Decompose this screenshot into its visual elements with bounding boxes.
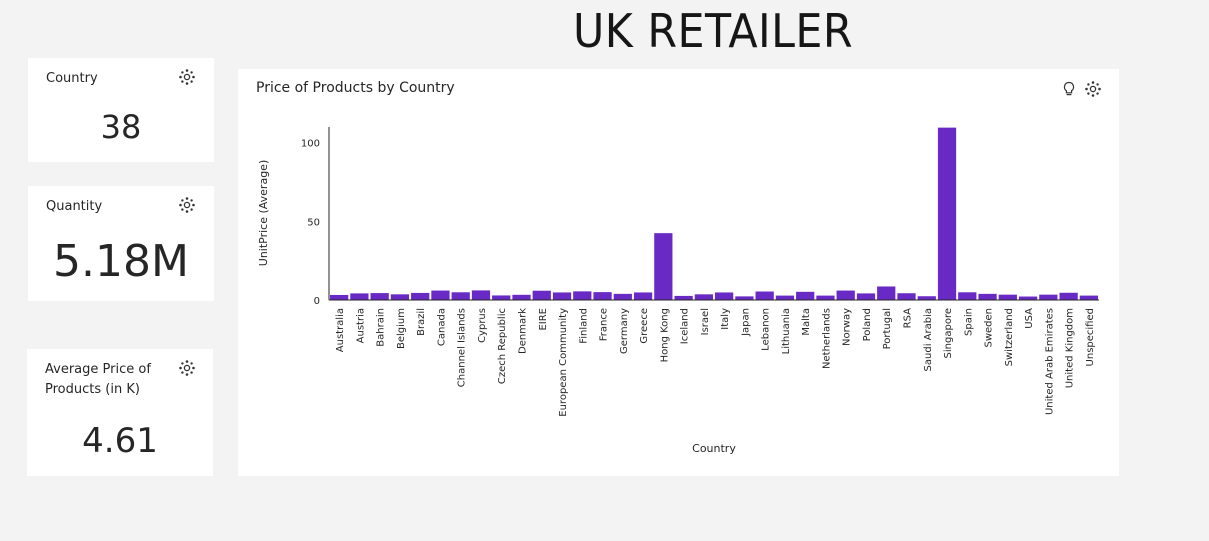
x-tick-label: Iceland bbox=[680, 308, 691, 344]
y-tick-label: 50 bbox=[307, 217, 320, 228]
x-tick-label: Belgium bbox=[396, 308, 407, 349]
x-tick-label: Italy bbox=[720, 308, 731, 330]
chart-card: Price of Products by Country UnitPrice (… bbox=[238, 69, 1119, 476]
bar[interactable] bbox=[471, 290, 491, 300]
bar[interactable] bbox=[654, 233, 673, 300]
kpi-card-country: Country 38 bbox=[28, 58, 214, 162]
bar[interactable] bbox=[1018, 296, 1038, 300]
y-tick-label: 0 bbox=[314, 296, 320, 307]
kpi-card-average-price: Average Price of Products (in K) 4.61 bbox=[27, 349, 213, 476]
x-tick-label: Australia bbox=[335, 308, 346, 352]
kpi-card-quantity: Quantity 5.18M bbox=[28, 186, 214, 301]
kpi-value-quantity: 5.18M bbox=[53, 236, 189, 287]
bar[interactable] bbox=[532, 290, 551, 300]
x-tick-label: United Arab Emirates bbox=[1044, 308, 1055, 415]
x-tick-label: Hong Kong bbox=[659, 308, 670, 362]
x-tick-label: Unspecified bbox=[1085, 308, 1096, 366]
y-tick-label: 100 bbox=[301, 139, 320, 150]
x-tick-label: Brazil bbox=[416, 308, 427, 336]
bar[interactable] bbox=[552, 292, 572, 300]
kpi-label-country: Country bbox=[46, 71, 98, 86]
x-tick-label: USA bbox=[1024, 308, 1035, 329]
bar[interactable] bbox=[998, 294, 1017, 300]
x-tick-label: Germany bbox=[619, 308, 630, 354]
gear-icon[interactable] bbox=[178, 196, 196, 214]
x-tick-label: Canada bbox=[436, 308, 447, 346]
bar[interactable] bbox=[755, 291, 774, 300]
x-tick-label: Singapore bbox=[943, 308, 954, 358]
x-tick-label: Norway bbox=[842, 308, 853, 346]
x-tick-label: Austria bbox=[355, 308, 366, 343]
kpi-value-average-price: 4.61 bbox=[82, 421, 158, 461]
kpi-label-average-price: Average Price of Products (in K) bbox=[45, 362, 151, 397]
x-tick-label: France bbox=[599, 308, 610, 341]
x-tick-label: Bahrain bbox=[376, 308, 387, 347]
bar[interactable] bbox=[330, 294, 349, 300]
bar[interactable] bbox=[897, 293, 916, 300]
x-tick-label: Channel Islands bbox=[457, 308, 468, 387]
x-tick-label: Japan bbox=[740, 308, 751, 337]
x-axis-title: Country bbox=[692, 442, 736, 455]
bar[interactable] bbox=[674, 295, 693, 300]
bar[interactable] bbox=[775, 295, 795, 300]
bar[interactable] bbox=[512, 294, 531, 300]
lightbulb-icon[interactable] bbox=[1060, 80, 1078, 98]
x-tick-label: Malta bbox=[801, 308, 812, 336]
x-tick-label: Sweden bbox=[984, 308, 995, 348]
bar[interactable] bbox=[836, 290, 855, 300]
bar[interactable] bbox=[1039, 294, 1058, 300]
x-tick-label: EIRE bbox=[538, 308, 549, 331]
bar[interactable] bbox=[715, 292, 734, 300]
bar[interactable] bbox=[390, 294, 410, 300]
chart-title: Price of Products by Country bbox=[256, 80, 455, 96]
gear-icon[interactable] bbox=[178, 359, 196, 377]
bar[interactable] bbox=[978, 293, 997, 300]
bar[interactable] bbox=[694, 294, 713, 300]
bar[interactable] bbox=[492, 295, 511, 300]
bar[interactable] bbox=[937, 127, 957, 300]
x-tick-label: Finland bbox=[578, 308, 589, 344]
x-tick-label: Lebanon bbox=[761, 308, 772, 351]
x-tick-label: Netherlands bbox=[821, 308, 832, 369]
bar[interactable] bbox=[451, 292, 470, 300]
kpi-label-quantity: Quantity bbox=[46, 199, 103, 214]
bar[interactable] bbox=[958, 292, 977, 300]
x-tick-label: Spain bbox=[963, 308, 974, 336]
x-tick-label: Israel bbox=[700, 308, 711, 335]
x-tick-label: Denmark bbox=[518, 308, 529, 354]
page-title: UK RETAILER bbox=[573, 4, 854, 58]
gear-icon[interactable] bbox=[178, 68, 196, 86]
bar[interactable] bbox=[917, 296, 936, 300]
bar[interactable] bbox=[573, 291, 592, 300]
gear-icon[interactable] bbox=[1084, 80, 1102, 98]
x-tick-label: RSA bbox=[903, 308, 914, 328]
bar[interactable] bbox=[1079, 295, 1098, 300]
x-tick-label: Portugal bbox=[882, 308, 893, 349]
bar[interactable] bbox=[856, 293, 876, 300]
bar[interactable] bbox=[633, 292, 653, 300]
x-tick-label: Saudi Arabia bbox=[923, 308, 934, 371]
bar[interactable] bbox=[411, 292, 430, 300]
x-tick-label: European Community bbox=[558, 308, 569, 417]
x-tick-label: Switzerland bbox=[1004, 308, 1015, 366]
y-axis-title: UnitPrice (Average) bbox=[257, 160, 270, 266]
bar[interactable] bbox=[431, 290, 450, 300]
x-tick-label: United Kingdom bbox=[1065, 308, 1076, 388]
bar[interactable] bbox=[816, 295, 835, 300]
x-tick-label: Cyprus bbox=[477, 308, 488, 343]
bar[interactable] bbox=[593, 292, 612, 300]
bar-chart: UnitPrice (Average) Country 0 50 100 Austr… bbox=[257, 127, 1099, 455]
bar[interactable] bbox=[370, 293, 389, 300]
x-tick-label: Poland bbox=[862, 308, 873, 341]
kpi-value-country: 38 bbox=[100, 108, 142, 146]
x-tick-label: Lithuania bbox=[781, 308, 792, 354]
bar[interactable] bbox=[735, 296, 754, 300]
bar[interactable] bbox=[613, 293, 632, 300]
bar[interactable] bbox=[796, 291, 815, 300]
bar[interactable] bbox=[1059, 292, 1078, 300]
bar[interactable] bbox=[877, 286, 896, 300]
x-tick-label: Czech Republic bbox=[497, 308, 508, 384]
x-tick-label: Greece bbox=[639, 308, 650, 344]
bar[interactable] bbox=[350, 293, 369, 300]
